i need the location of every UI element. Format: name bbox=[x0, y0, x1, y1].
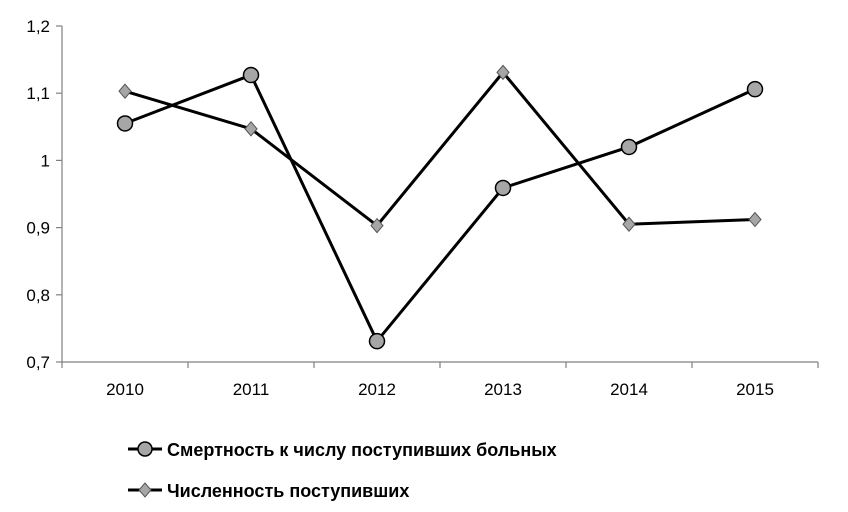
y-tick-label: 0,9 bbox=[26, 219, 50, 238]
data-point-circle bbox=[494, 179, 512, 197]
legend: Смертность к числу поступивших больных Ч… bbox=[128, 440, 557, 501]
data-point-diamond bbox=[622, 216, 636, 233]
data-point-circle bbox=[116, 115, 134, 132]
chart-axes bbox=[61, 26, 818, 363]
x-tick-label: 2011 bbox=[233, 380, 270, 399]
series-admissions bbox=[118, 64, 762, 234]
data-point-circle bbox=[620, 138, 638, 156]
legend-entry-mortality: Смертность к числу поступивших больных bbox=[128, 440, 557, 460]
x-tick-label: 2015 bbox=[736, 380, 774, 399]
legend-marker-circle bbox=[137, 441, 153, 457]
y-tick-label: 0,8 bbox=[26, 286, 50, 305]
series-line bbox=[124, 70, 756, 228]
series-line bbox=[124, 73, 756, 344]
y-tick-label: 1 bbox=[41, 151, 50, 170]
data-point-diamond bbox=[748, 211, 762, 228]
x-tick-label: 2013 bbox=[484, 380, 522, 399]
data-point-diamond bbox=[496, 64, 510, 81]
series-layer bbox=[116, 64, 764, 350]
x-tick-label: 2010 bbox=[106, 380, 144, 399]
legend-label-mortality: Смертность к числу поступивших больных bbox=[167, 440, 557, 460]
y-tick-label: 1,1 bbox=[26, 84, 50, 103]
data-point-diamond bbox=[118, 83, 132, 99]
y-axis-ticks: 0,7 0,8 0,9 1 1,1 1,2 bbox=[26, 17, 62, 372]
series-mortality bbox=[116, 66, 764, 350]
y-tick-label: 1,2 bbox=[26, 17, 50, 36]
y-tick-label: 0,7 bbox=[26, 353, 50, 372]
data-point-diamond bbox=[370, 217, 384, 234]
data-point-circle bbox=[242, 66, 260, 84]
x-axis-ticks: 2010 2011 2012 2013 2014 2015 bbox=[61, 362, 819, 399]
data-point-diamond bbox=[244, 121, 258, 137]
legend-label-admissions: Численность поступивших bbox=[167, 481, 409, 501]
legend-entry-admissions: Численность поступивших bbox=[128, 481, 409, 501]
data-point-circle bbox=[368, 332, 386, 350]
legend-marker-diamond bbox=[138, 482, 152, 498]
data-point-circle bbox=[746, 80, 764, 98]
x-tick-label: 2014 bbox=[610, 380, 648, 399]
x-tick-label: 2012 bbox=[358, 380, 396, 399]
